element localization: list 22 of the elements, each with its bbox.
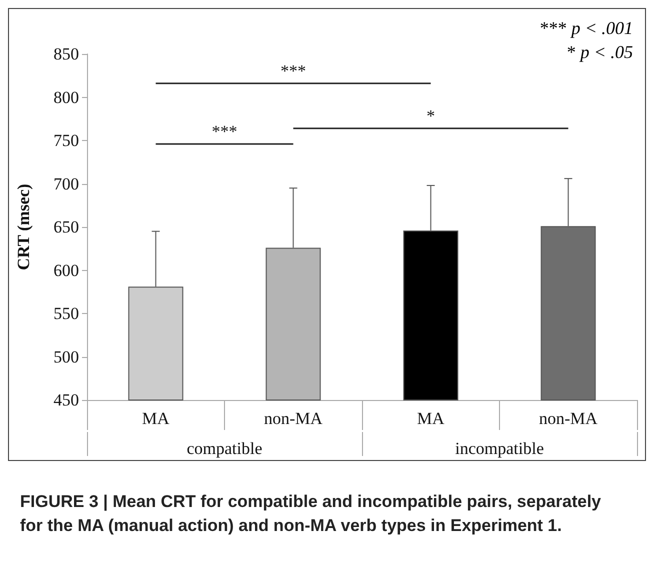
y-axis-title: CRT (msec) — [14, 184, 33, 270]
annotation: *** — [212, 122, 238, 141]
x-tick-label: MA — [417, 409, 446, 428]
x-tick-label: non-MA — [264, 409, 324, 428]
text: compatible — [186, 439, 262, 458]
y-tick-label: 600 — [54, 260, 79, 280]
y-tick-label: 450 — [54, 390, 79, 410]
y-tick-label: 850 — [54, 44, 79, 64]
caption: FIGURE 3 | Mean CRT for compatible and incompatible pairs, separately for the MA (manual action) and non-MA verb types in Experiment 1. — [20, 491, 602, 537]
annotation: * — [426, 106, 435, 126]
y-tick-label: 800 — [54, 88, 79, 107]
text: incompatible — [455, 439, 544, 458]
annotation: * p < .05 — [566, 41, 633, 64]
y-tick-label: 550 — [54, 304, 79, 323]
annotation: *** — [280, 61, 306, 80]
text: *** p < .001 — [540, 17, 633, 40]
y-tick-label: 750 — [54, 131, 79, 150]
y-tick-label: 500 — [54, 347, 79, 366]
x-tick-label: non-MA — [538, 409, 598, 428]
y-tick-label: 700 — [54, 174, 79, 194]
x-tick-label: MA — [142, 409, 170, 428]
y-tick-label: 650 — [54, 218, 79, 236]
